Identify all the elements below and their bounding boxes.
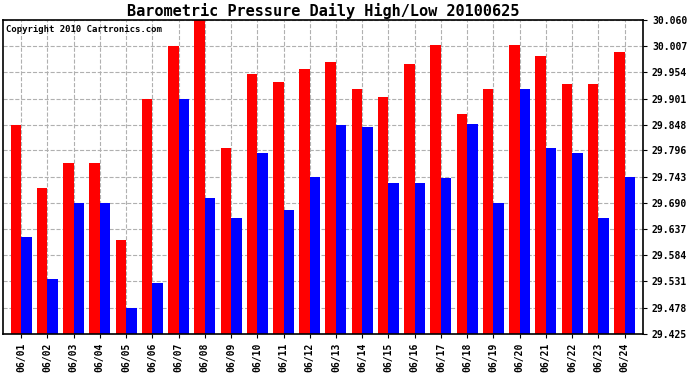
Bar: [431, 45, 441, 334]
Bar: [415, 183, 425, 334]
Bar: [90, 163, 100, 334]
Bar: [48, 279, 58, 334]
Bar: [310, 177, 320, 334]
Bar: [404, 64, 415, 334]
Title: Barometric Pressure Daily High/Low 20100625: Barometric Pressure Daily High/Low 20100…: [127, 3, 519, 19]
Bar: [299, 69, 310, 334]
Bar: [535, 56, 546, 334]
Bar: [126, 308, 137, 334]
Bar: [352, 89, 362, 334]
Bar: [205, 198, 215, 334]
Bar: [100, 203, 110, 334]
Bar: [37, 188, 48, 334]
Bar: [179, 99, 189, 334]
Bar: [598, 217, 609, 334]
Bar: [457, 114, 467, 334]
Bar: [257, 153, 268, 334]
Bar: [142, 99, 152, 334]
Bar: [326, 62, 336, 334]
Bar: [10, 125, 21, 334]
Bar: [467, 124, 477, 334]
Bar: [388, 183, 399, 334]
Bar: [168, 46, 179, 334]
Bar: [152, 283, 163, 334]
Bar: [247, 74, 257, 334]
Bar: [493, 203, 504, 334]
Bar: [483, 89, 493, 334]
Bar: [362, 127, 373, 334]
Bar: [520, 89, 530, 334]
Bar: [231, 217, 241, 334]
Bar: [441, 178, 451, 334]
Bar: [546, 148, 556, 334]
Bar: [221, 148, 231, 334]
Bar: [336, 125, 346, 334]
Bar: [624, 177, 635, 334]
Bar: [378, 96, 388, 334]
Bar: [572, 153, 582, 334]
Bar: [63, 163, 74, 334]
Bar: [74, 203, 84, 334]
Bar: [562, 84, 572, 334]
Bar: [509, 45, 520, 334]
Bar: [614, 52, 624, 334]
Text: Copyright 2010 Cartronics.com: Copyright 2010 Cartronics.com: [6, 25, 162, 34]
Bar: [273, 82, 284, 334]
Bar: [284, 210, 294, 334]
Bar: [588, 84, 598, 334]
Bar: [21, 237, 32, 334]
Bar: [116, 240, 126, 334]
Bar: [195, 20, 205, 334]
